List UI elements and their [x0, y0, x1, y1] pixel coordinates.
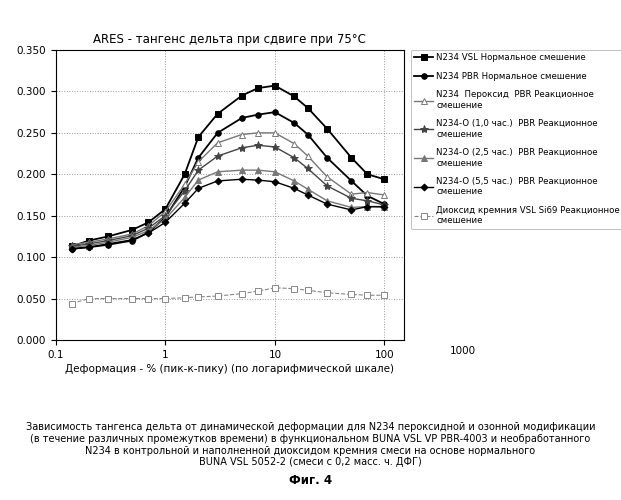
Title: ARES - тангенс дельта при сдвиге при 75°C: ARES - тангенс дельта при сдвиге при 75°…: [93, 33, 366, 46]
Legend: N234 VSL Нормальное смешение, N234 PBR Нормальное смешение, N234  Пероксид  PBR : N234 VSL Нормальное смешение, N234 PBR Н…: [410, 50, 621, 228]
Text: 1000: 1000: [450, 346, 476, 356]
Text: Фиг. 4: Фиг. 4: [289, 474, 332, 488]
X-axis label: Деформация - % (пик-к-пику) (по логарифмической шкале): Деформация - % (пик-к-пику) (по логарифм…: [65, 364, 394, 374]
Text: Зависимость тангенса дельта от динамической деформации для N234 пероксидной и оз: Зависимость тангенса дельта от динамичес…: [25, 422, 596, 468]
